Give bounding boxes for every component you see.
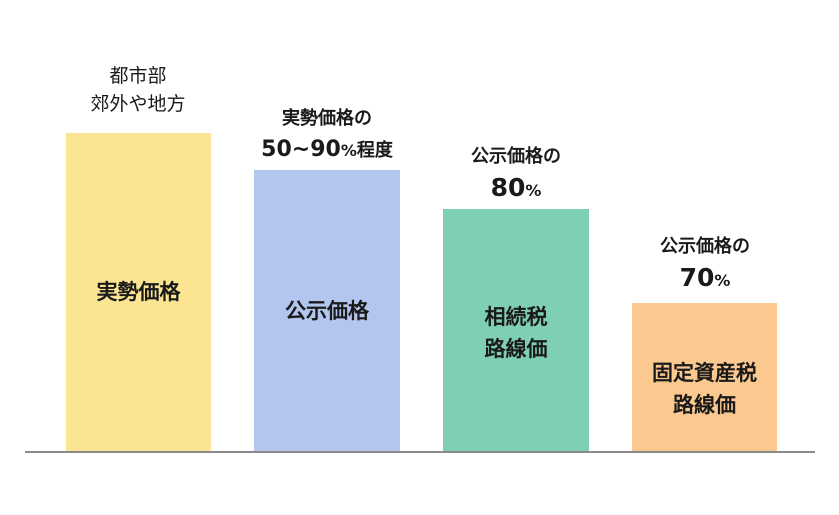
bar-3-percent-sign: % — [525, 181, 542, 200]
bar-4-annotation-line2: 70% — [605, 262, 805, 297]
bar-inheritance-route-price: 相続税 路線価 — [443, 209, 589, 451]
bar-fixed-asset-route-price: 固定資産税 路線価 — [632, 303, 777, 451]
bar-4-label: 固定資産税 路線価 — [652, 361, 757, 417]
bar-1-annotation: 都市部 郊外や地方 — [38, 62, 238, 118]
bar-2-percent-sign: % — [340, 141, 357, 160]
bar-1-label: 実勢価格 — [96, 280, 181, 304]
bar-2-suffix: 程度 — [356, 140, 393, 161]
bar-2-annotation: 実勢価格の 50~90%程度 — [227, 104, 427, 167]
bar-2-percent-range: 50~90 — [261, 137, 341, 162]
bar-4-annotation-line1: 公示価格の — [660, 236, 750, 257]
bar-2-annotation-line2: 50~90%程度 — [227, 134, 427, 167]
bar-3-annotation: 公示価格の 80% — [416, 142, 616, 207]
bar-market-price: 実勢価格 — [66, 133, 211, 451]
bar-3-annotation-line1: 公示価格の — [471, 146, 561, 167]
bar-3-percent: 80 — [490, 173, 526, 202]
bar-1-annotation-line1: 都市部 — [109, 65, 167, 87]
baseline — [25, 451, 815, 453]
bar-2-annotation-line1: 実勢価格の — [282, 108, 372, 129]
bar-2-label: 公示価格 — [285, 298, 369, 323]
bar-4-percent: 70 — [679, 263, 715, 292]
bar-1-annotation-line2: 郊外や地方 — [90, 93, 186, 115]
bar-posted-price: 公示価格 — [254, 170, 400, 451]
bar-3-label: 相続税 路線価 — [484, 305, 548, 361]
bar-4-percent-sign: % — [714, 271, 731, 290]
bar-4-annotation: 公示価格の 70% — [605, 232, 805, 297]
bar-3-annotation-line2: 80% — [416, 172, 616, 207]
